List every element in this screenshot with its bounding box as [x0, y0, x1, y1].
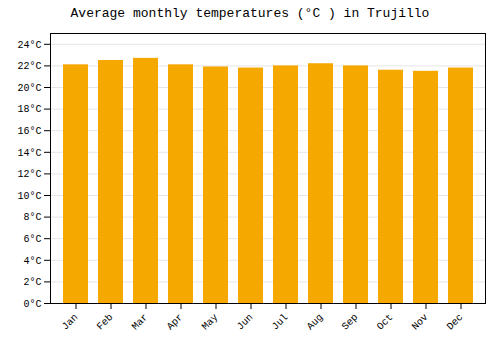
svg-text:Jan: Jan: [60, 312, 81, 333]
svg-text:8°C: 8°C: [23, 212, 41, 223]
svg-text:16°C: 16°C: [17, 126, 41, 137]
svg-text:Aug: Aug: [305, 312, 326, 333]
svg-text:Dec: Dec: [445, 312, 466, 333]
svg-text:12°C: 12°C: [17, 169, 41, 180]
svg-text:20°C: 20°C: [17, 83, 41, 94]
svg-text:4°C: 4°C: [23, 256, 41, 267]
svg-text:14°C: 14°C: [17, 148, 41, 159]
svg-text:0°C: 0°C: [23, 299, 41, 310]
svg-text:22°C: 22°C: [17, 61, 41, 72]
svg-text:Feb: Feb: [95, 312, 116, 333]
svg-text:Jun: Jun: [235, 312, 256, 333]
svg-text:Mar: Mar: [130, 312, 151, 333]
svg-text:10°C: 10°C: [17, 191, 41, 202]
svg-text:Sep: Sep: [340, 312, 361, 333]
svg-text:Apr: Apr: [165, 312, 186, 333]
svg-text:24°C: 24°C: [17, 40, 41, 51]
html-text:Average monthly temperatures (: Average monthly temperatures (°C ) in Tr…: [70, 6, 430, 21]
svg-text:Nov: Nov: [410, 312, 431, 333]
svg-text:6°C: 6°C: [23, 234, 41, 245]
svg-text:Jul: Jul: [270, 312, 291, 333]
svg-text:May: May: [200, 312, 221, 333]
svg-text:Oct: Oct: [375, 312, 396, 333]
svg-text:2°C: 2°C: [23, 277, 41, 288]
svg-text:18°C: 18°C: [17, 104, 41, 115]
